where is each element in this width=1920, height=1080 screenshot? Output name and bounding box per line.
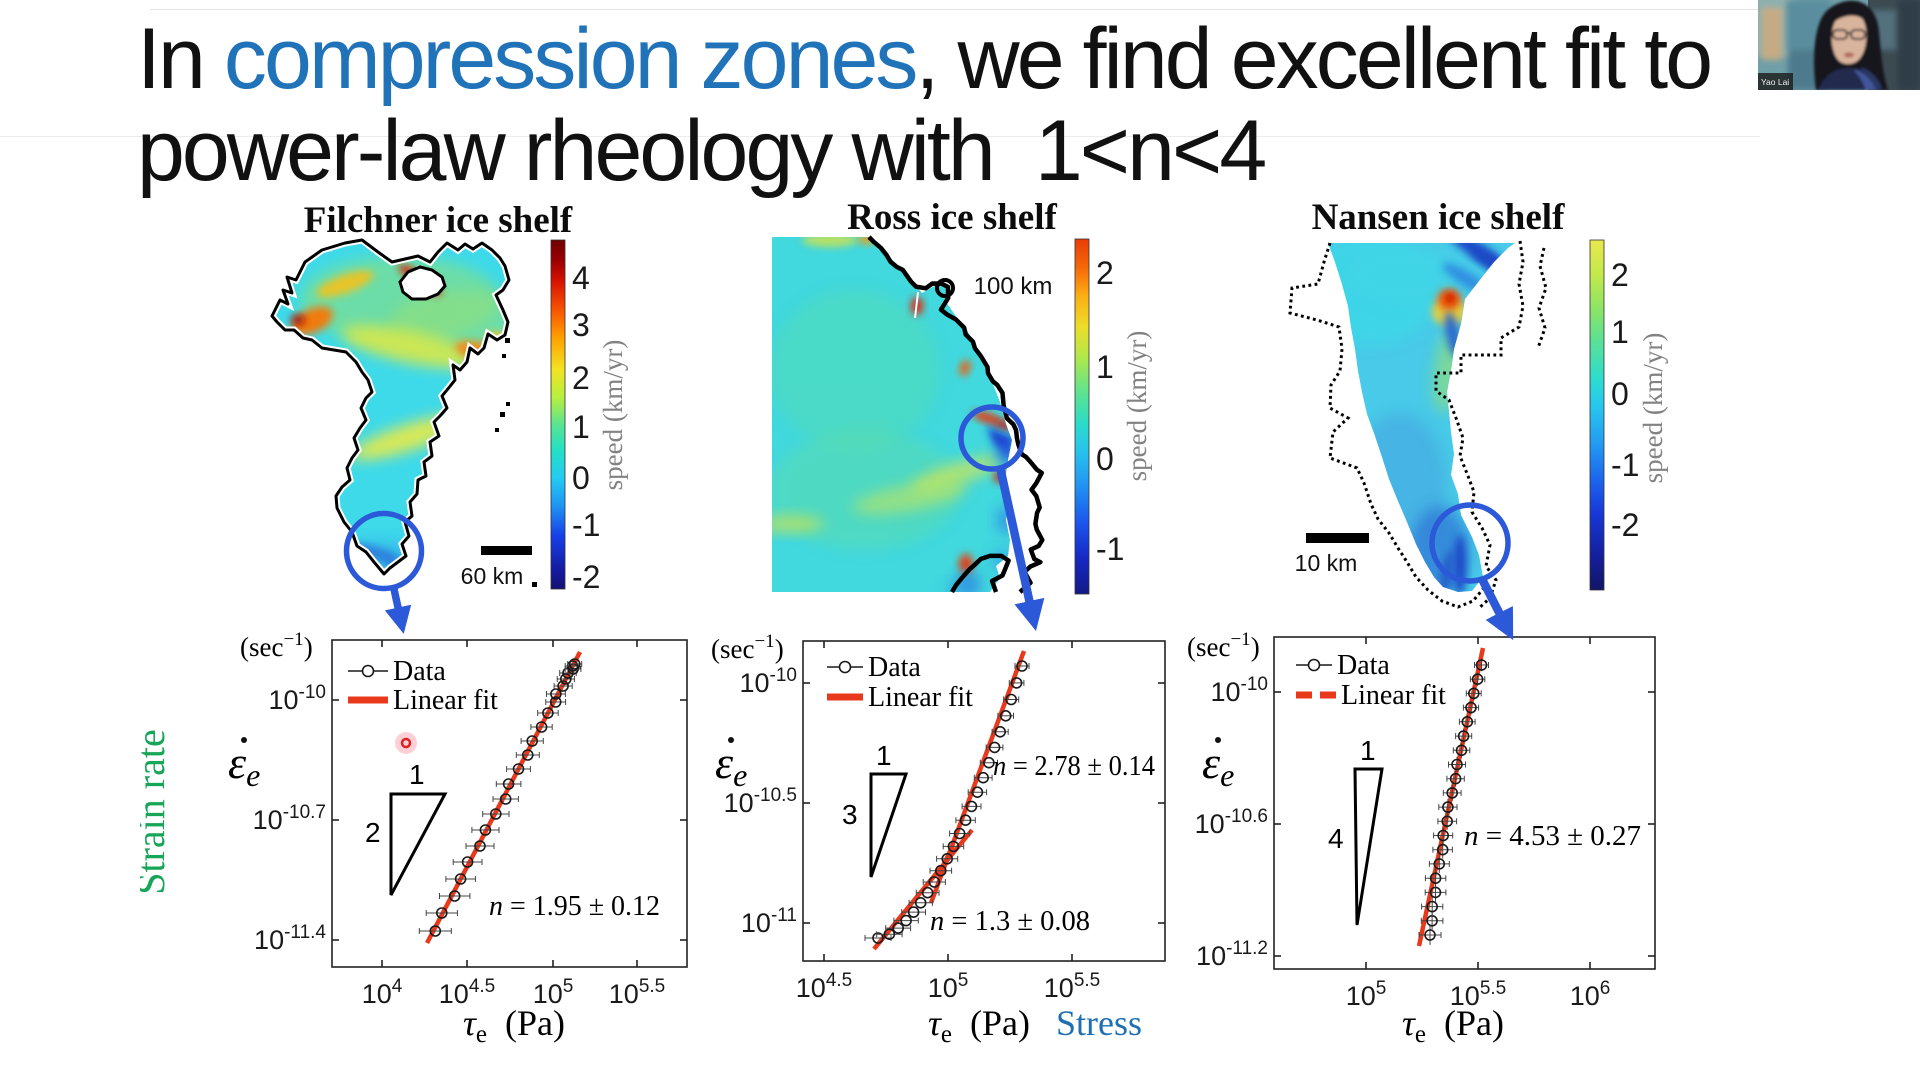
svg-text:3: 3 bbox=[572, 307, 590, 343]
svg-text:2: 2 bbox=[1096, 255, 1114, 291]
svg-text:τe (Pa): τe (Pa) bbox=[463, 1003, 565, 1048]
svg-text:-2: -2 bbox=[572, 559, 600, 595]
svg-text:n = 1.3 ± 0.08: n = 1.3 ± 0.08 bbox=[930, 906, 1090, 937]
svg-text:Data: Data bbox=[1337, 650, 1390, 681]
svg-text:100 km: 100 km bbox=[974, 273, 1053, 300]
svg-text:104.5: 104.5 bbox=[796, 970, 852, 1003]
svg-text:speed (km/yr): speed (km/yr) bbox=[598, 340, 628, 491]
svg-text:τe (Pa): τe (Pa) bbox=[928, 1003, 1030, 1048]
svg-text:εe: εe bbox=[715, 737, 747, 793]
svg-text:(sec−1): (sec−1) bbox=[711, 631, 784, 664]
svg-text:n = 1.95 ± 0.12: n = 1.95 ± 0.12 bbox=[489, 891, 660, 922]
svg-text:1: 1 bbox=[876, 740, 892, 771]
svg-text:2: 2 bbox=[1611, 257, 1629, 293]
svg-text:-1: -1 bbox=[1096, 531, 1124, 567]
svg-text:n = 4.53 ± 0.27: n = 4.53 ± 0.27 bbox=[1464, 821, 1641, 852]
svg-text:10-10: 10-10 bbox=[268, 682, 326, 715]
svg-text:Yao Lai: Yao Lai bbox=[1761, 77, 1789, 87]
svg-text:3: 3 bbox=[842, 799, 858, 830]
svg-text:104.5: 104.5 bbox=[439, 976, 495, 1009]
svg-text:τe (Pa): τe (Pa) bbox=[1402, 1003, 1504, 1048]
svg-text:n = 2.78 ± 0.14: n = 2.78 ± 0.14 bbox=[993, 751, 1155, 782]
svg-text:2: 2 bbox=[365, 817, 381, 848]
svg-text:speed (km/yr): speed (km/yr) bbox=[1122, 331, 1152, 482]
svg-text:0: 0 bbox=[572, 460, 590, 496]
svg-text:1: 1 bbox=[1611, 314, 1629, 350]
svg-text:0: 0 bbox=[1611, 376, 1629, 412]
svg-text:Linear fit: Linear fit bbox=[868, 682, 973, 713]
svg-text:speed (km/yr): speed (km/yr) bbox=[1638, 333, 1668, 484]
svg-text:Strain rate: Strain rate bbox=[140, 729, 173, 895]
svg-text:4: 4 bbox=[572, 260, 590, 296]
svg-text:1: 1 bbox=[1096, 349, 1114, 385]
svg-text:-1: -1 bbox=[572, 507, 600, 543]
svg-text:2: 2 bbox=[572, 360, 590, 396]
svg-text:Linear fit: Linear fit bbox=[393, 685, 498, 716]
svg-text:Data: Data bbox=[393, 656, 446, 687]
svg-text:-1: -1 bbox=[1611, 447, 1639, 483]
svg-text:60 km: 60 km bbox=[461, 563, 524, 589]
svg-text:1: 1 bbox=[1360, 735, 1376, 766]
svg-text:Stress: Stress bbox=[1056, 1003, 1142, 1043]
svg-text:0: 0 bbox=[1096, 441, 1114, 477]
svg-text:εe: εe bbox=[1202, 737, 1234, 793]
svg-text:1: 1 bbox=[572, 409, 590, 445]
svg-text:4: 4 bbox=[1328, 823, 1344, 854]
svg-text:1: 1 bbox=[409, 759, 425, 790]
svg-text:-2: -2 bbox=[1611, 507, 1639, 543]
svg-text:10 km: 10 km bbox=[1295, 550, 1358, 576]
svg-text:Linear fit: Linear fit bbox=[1341, 680, 1446, 711]
svg-text:Data: Data bbox=[868, 652, 921, 683]
